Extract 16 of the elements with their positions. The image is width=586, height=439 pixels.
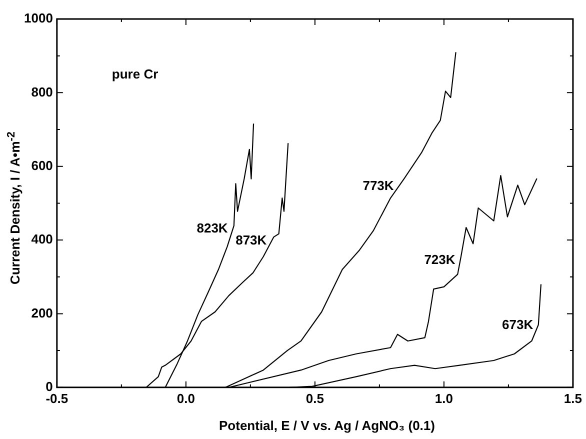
y-tick-label: 800 <box>31 84 53 100</box>
x-axis-title: Potential, E / V vs. Ag / AgNO₃ (0.1) <box>218 418 436 433</box>
x-tick-label: 1.5 <box>564 390 582 406</box>
y-tick-label: 200 <box>31 305 53 320</box>
x-tick-label: 0.5 <box>306 390 324 406</box>
y-tick-label: 600 <box>31 158 53 173</box>
series-label: 773K <box>362 178 394 193</box>
series-label: 823K <box>196 220 228 236</box>
y-tick-label: 400 <box>31 232 53 247</box>
series-label: 873K <box>236 232 268 248</box>
y-tick-label: 1000 <box>24 10 53 26</box>
annotation: pure Cr <box>112 66 158 82</box>
series-label: 723K <box>424 252 456 267</box>
x-tick-label: 1.0 <box>434 390 453 406</box>
series-label: 673K <box>502 317 534 332</box>
x-tick-label: 0.0 <box>176 390 195 406</box>
